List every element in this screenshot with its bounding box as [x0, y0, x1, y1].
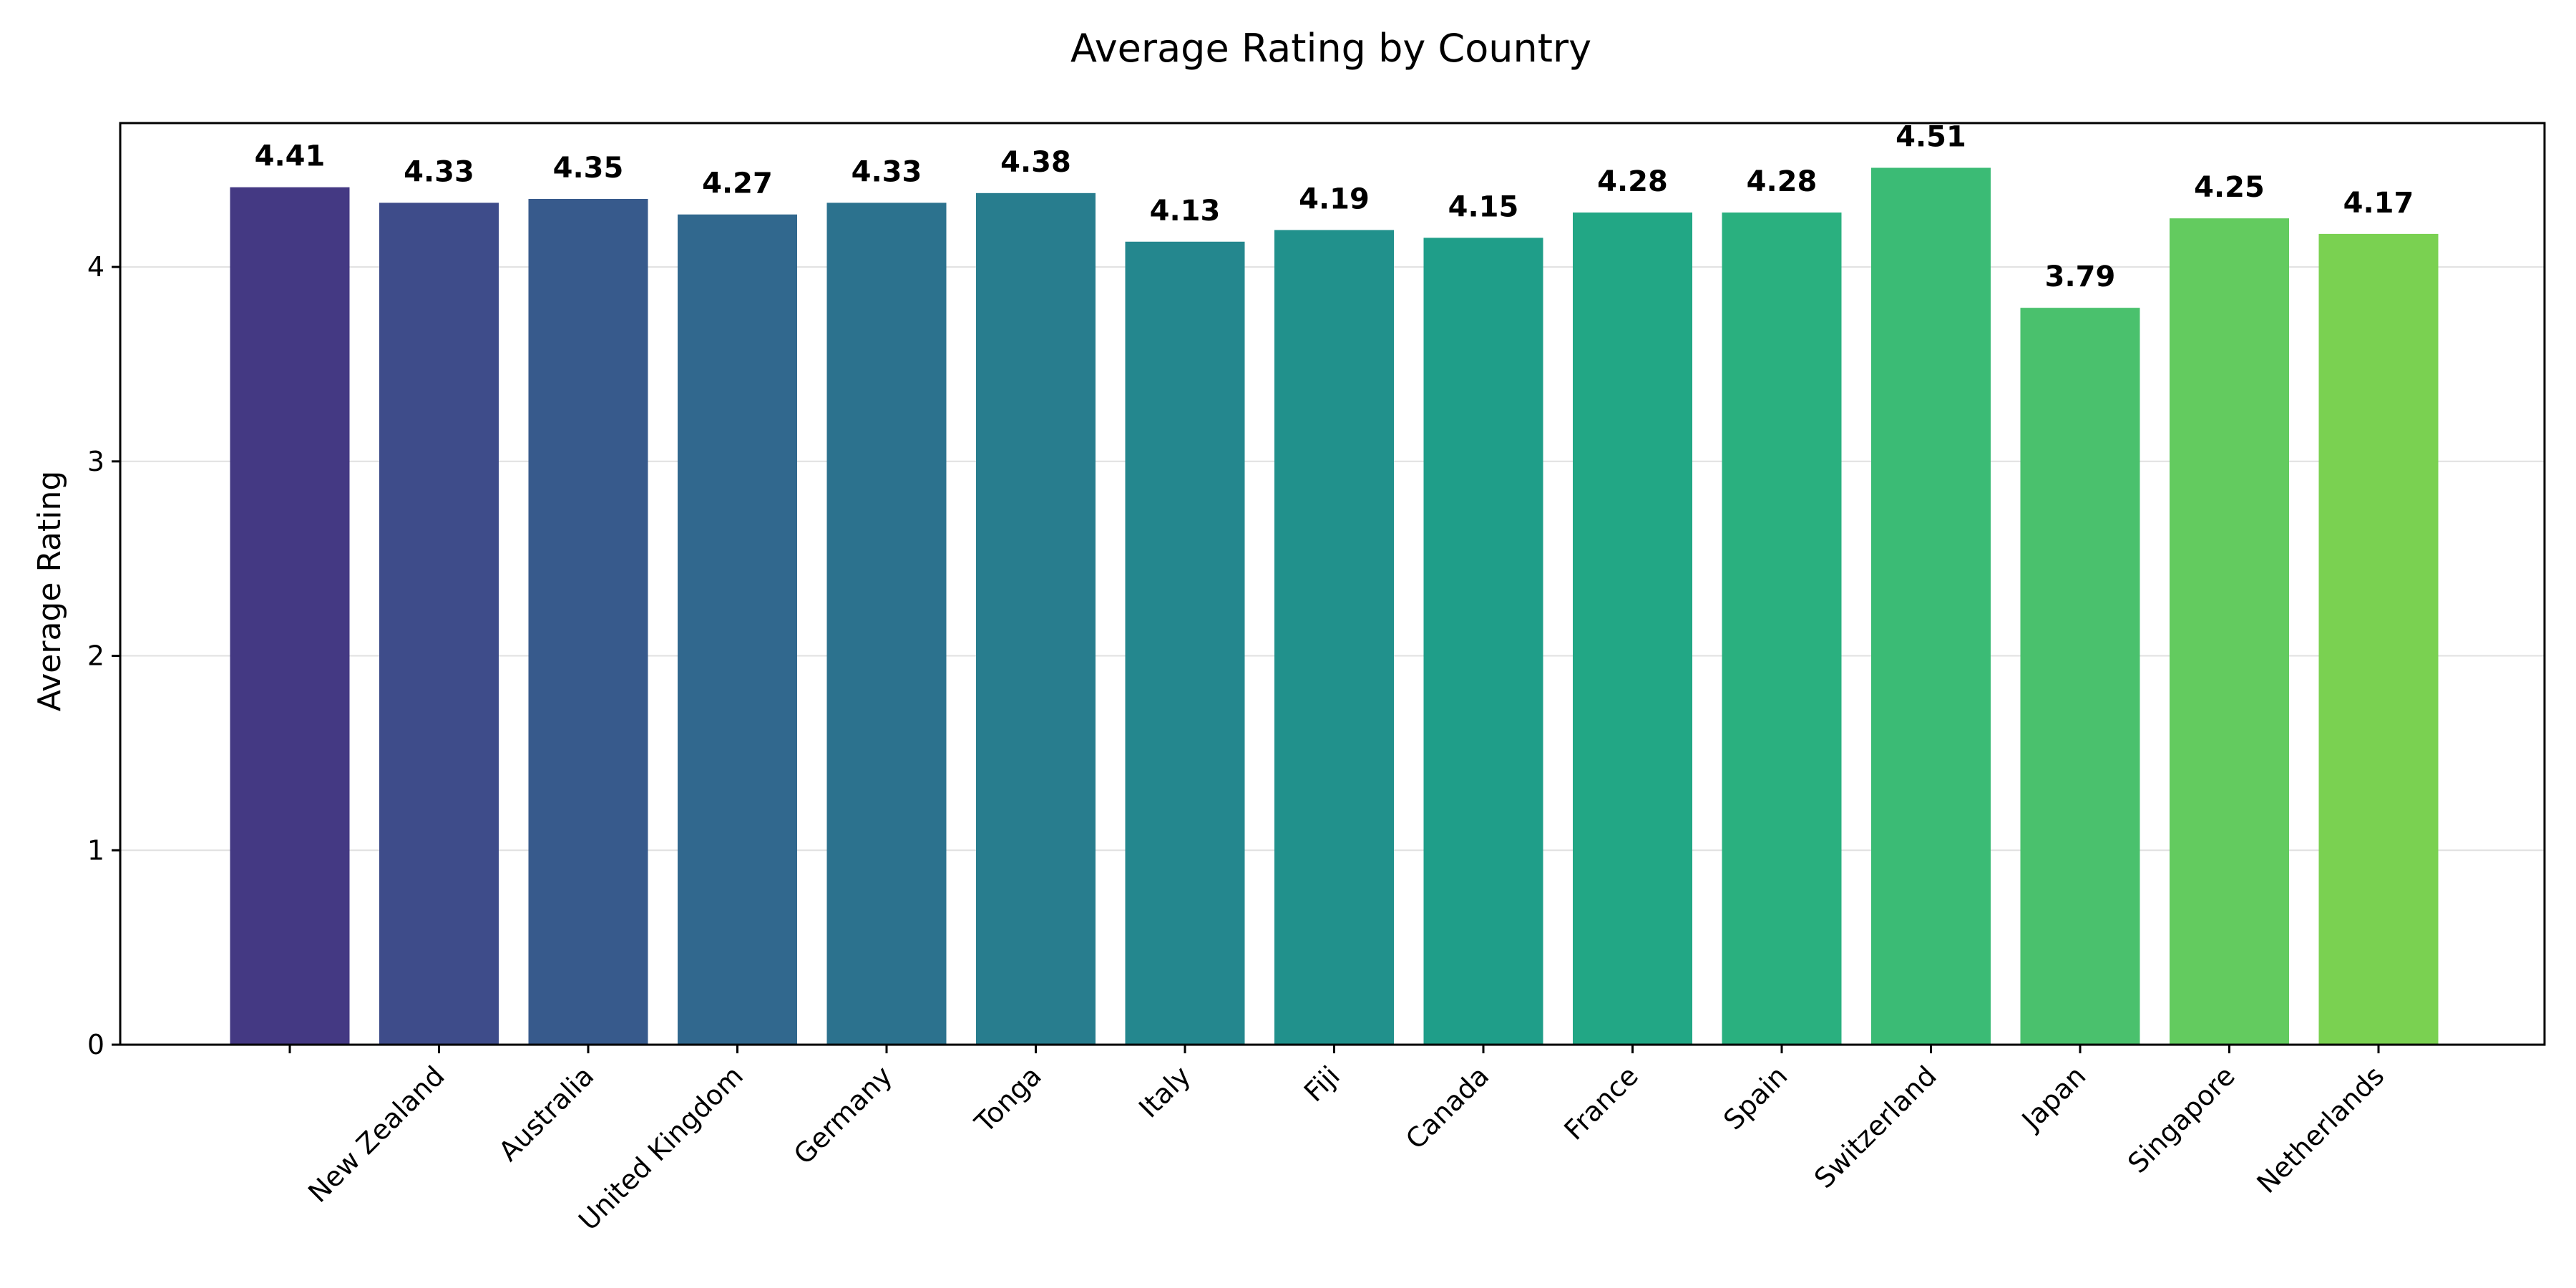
- x-tick-label: Tonga: [968, 1060, 1048, 1139]
- y-axis-ticks: 0 1 2 3 4: [87, 251, 120, 1060]
- x-tick-label: France: [1558, 1060, 1644, 1146]
- y-tick-label: 2: [87, 640, 104, 672]
- bar: [2020, 308, 2140, 1045]
- bar: [2318, 233, 2439, 1045]
- bar: [528, 198, 648, 1045]
- bar: [1125, 241, 1245, 1045]
- x-tick-label: United Kingdom: [572, 1060, 749, 1236]
- bar-value-label: 4.15: [1448, 190, 1519, 223]
- bar-value-label: 4.35: [553, 152, 624, 185]
- x-tick-label: Japan: [2015, 1060, 2092, 1136]
- bar-value-label: 4.28: [1747, 165, 1818, 198]
- plot-frame: [119, 122, 2546, 1046]
- bar: [1423, 238, 1543, 1045]
- bar-value-label: 4.33: [404, 155, 474, 188]
- bar: [976, 192, 1096, 1045]
- y-axis-label: Average Rating: [31, 471, 68, 712]
- bar-value-label: 4.25: [2194, 171, 2265, 204]
- chart-title: Average Rating by Country: [1070, 26, 1591, 71]
- bar: [1573, 212, 1692, 1045]
- x-tick-label: Netherlands: [2250, 1060, 2390, 1199]
- y-tick-label: 0: [87, 1029, 104, 1060]
- bar: [379, 203, 499, 1045]
- bar: [2170, 218, 2289, 1045]
- bar: [1274, 230, 1394, 1045]
- bar-value-label: 4.13: [1150, 195, 1221, 228]
- bar-value-label: 4.17: [2343, 187, 2414, 220]
- x-tick-label: Italy: [1133, 1060, 1196, 1123]
- bar-value-label: 4.33: [852, 155, 922, 188]
- bar-value-labels: 4.41 4.33 4.35 4.27 4.33 4.38 4.13 4.19 4.15 4.28…: [255, 120, 2414, 293]
- bar: [1871, 167, 1991, 1045]
- bar: [230, 187, 350, 1045]
- bar-value-label: 3.79: [2045, 260, 2116, 293]
- x-tick-label: Singapore: [2122, 1060, 2241, 1179]
- bar: [826, 203, 947, 1045]
- y-tick-label: 3: [87, 446, 104, 477]
- bar-value-label: 4.28: [1597, 165, 1668, 198]
- bars: [230, 167, 2439, 1045]
- x-tick-label: Germany: [788, 1060, 899, 1171]
- bar-value-label: 4.38: [1000, 146, 1071, 179]
- bar-value-label: 4.51: [1896, 120, 1966, 153]
- bar-value-label: 4.27: [702, 167, 773, 200]
- bar: [1722, 212, 1842, 1045]
- y-tick-label: 1: [87, 834, 104, 866]
- bar-value-label: 4.41: [255, 140, 326, 173]
- x-tick-label: Fiji: [1298, 1060, 1346, 1108]
- x-tick-label: Spain: [1717, 1060, 1793, 1136]
- bar: [678, 214, 797, 1045]
- x-tick-label: Switzerland: [1808, 1060, 1943, 1194]
- y-tick-label: 4: [87, 251, 104, 283]
- x-tick-label: Canada: [1400, 1060, 1495, 1155]
- x-tick-label: Australia: [492, 1060, 600, 1167]
- x-tick-label: New Zealand: [302, 1060, 451, 1209]
- bar-value-label: 4.19: [1299, 182, 1370, 215]
